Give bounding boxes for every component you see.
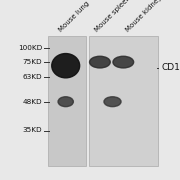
FancyBboxPatch shape (89, 36, 158, 166)
Ellipse shape (52, 54, 80, 78)
Text: 48KD: 48KD (23, 99, 42, 105)
Ellipse shape (104, 97, 121, 107)
Text: Mouse spleen: Mouse spleen (94, 0, 132, 33)
Text: CD14: CD14 (161, 63, 180, 72)
Text: 63KD: 63KD (23, 73, 42, 80)
Ellipse shape (113, 56, 134, 68)
Ellipse shape (58, 97, 73, 107)
Text: 35KD: 35KD (23, 127, 42, 134)
Text: 100KD: 100KD (18, 45, 42, 51)
Text: Mouse kidney: Mouse kidney (124, 0, 163, 33)
Text: Mouse lung: Mouse lung (58, 1, 91, 33)
Text: 75KD: 75KD (23, 59, 42, 65)
FancyBboxPatch shape (48, 36, 86, 166)
Ellipse shape (90, 56, 110, 68)
